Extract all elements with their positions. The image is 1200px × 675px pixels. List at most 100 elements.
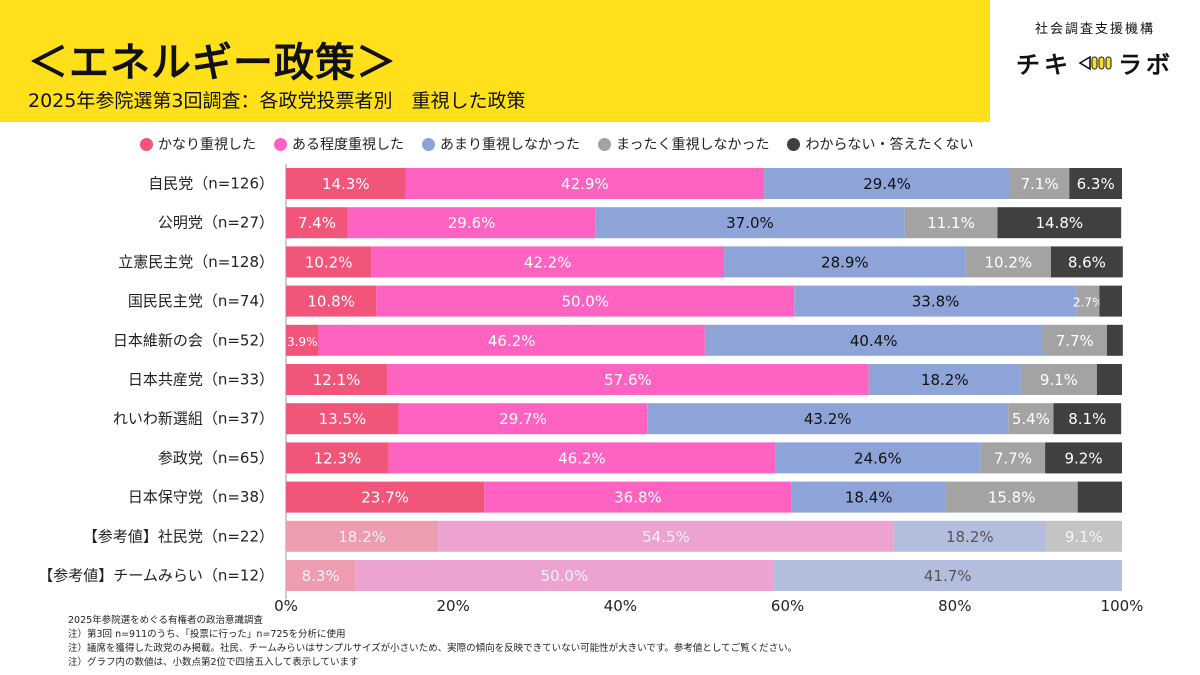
- data-label: 7.7%: [994, 449, 1032, 467]
- page-subtitle: 2025年参院選第3回調査：各政党投票者別 重視した政策: [28, 90, 526, 112]
- bar-segment-dont-know: [1050, 246, 1123, 278]
- bar-segment-not-much: [724, 246, 966, 278]
- bar-segment-very: [286, 481, 485, 513]
- bar-segment-very: [286, 403, 399, 435]
- bar-segment-not-much: [704, 324, 1043, 356]
- data-label: 42.9%: [561, 175, 609, 193]
- legend-label-very: かなり重視した: [158, 137, 256, 153]
- x-tick-label: 20%: [437, 597, 470, 612]
- data-label: 33.8%: [912, 293, 960, 311]
- bar-segment-somewhat: [405, 168, 765, 199]
- data-label: 29.6%: [448, 214, 496, 232]
- brand-name-left: チキ: [1016, 51, 1072, 79]
- legend-dot-somewhat: [274, 137, 287, 151]
- legend-item-not-at-all: まったく重視しなかった: [598, 134, 769, 154]
- data-label: 7.1%: [1021, 175, 1059, 193]
- legend-dot-not-at-all: [598, 137, 611, 151]
- stacked-bar-chart: 自民党（n=126） 14.3% 42.9% 29.4% 7.1% 6.3% 公明党（n=2…: [38, 164, 1144, 612]
- data-label: 23.7%: [361, 489, 409, 507]
- bar-segment-dont-know: [1099, 285, 1122, 317]
- bar-segment-very: [286, 442, 389, 474]
- data-label: 9.1%: [1065, 528, 1103, 546]
- data-label: 50.0%: [541, 567, 589, 585]
- data-label: 15.8%: [988, 489, 1036, 507]
- legend-label-not-much: あまり重視しなかった: [440, 137, 580, 153]
- legend-label-dont-know: わからない・答えたくない: [805, 137, 974, 153]
- data-label: 8.3%: [302, 567, 340, 585]
- data-label: 12.1%: [313, 371, 361, 389]
- brand-name: チキ ラボ: [1000, 45, 1190, 80]
- bar-segment-not-much: [791, 481, 946, 513]
- legend-dot-dont-know: [787, 137, 801, 151]
- data-label: 24.6%: [854, 449, 902, 467]
- category-label: 自民党（n=126）: [148, 175, 274, 193]
- bar-segment-not-at-all: [965, 246, 1051, 278]
- legend-dot-very: [140, 137, 153, 151]
- brand-org: 社会調査支援機構: [1034, 22, 1155, 37]
- x-tick-label: 100%: [1101, 597, 1144, 612]
- footnote-sample: 注）第3回 n=911のうち、「投票に行った」n=725を分析に使用: [68, 629, 346, 640]
- category-label: 日本保守党（n=38）: [128, 488, 274, 506]
- data-label: 2.7%: [1073, 296, 1104, 310]
- bar-segment-not-at-all: [1076, 285, 1100, 317]
- data-label: 6.3%: [1077, 175, 1115, 193]
- data-label: 7.7%: [1056, 332, 1094, 350]
- brand-logo: 社会調査支援機構 チキ ラボ: [1000, 18, 1190, 80]
- legend-label-not-at-all: まったく重視しなかった: [616, 137, 770, 153]
- data-label: 9.1%: [1040, 371, 1078, 389]
- data-label: 10.2%: [305, 253, 353, 271]
- bar-segment-somewhat: [484, 481, 792, 513]
- data-label: 7.4%: [298, 214, 336, 232]
- brand-mark-icon: [1078, 55, 1112, 70]
- legend-label-somewhat: ある程度重視した: [292, 137, 404, 153]
- data-label: 57.6%: [604, 371, 652, 389]
- data-label: 10.8%: [307, 293, 355, 311]
- bar-segment-not-at-all: [1009, 168, 1070, 199]
- data-label: 46.2%: [488, 332, 536, 350]
- bar-segment-somewhat: [388, 442, 776, 474]
- footnote-rounding: 注）グラフ内の数値は、小数点第2位で四捨五入して表示しています: [68, 657, 359, 668]
- legend-item-very: かなり重視した: [140, 134, 256, 154]
- bar-segment-not-at-all: [904, 207, 998, 239]
- bar-segment-somewhat: [387, 364, 869, 395]
- bar-segment-dont-know: [1045, 442, 1122, 474]
- bar-segment-not-at-all: [1042, 324, 1107, 356]
- bar-segment-somewhat: [376, 285, 795, 317]
- header-band: [0, 0, 990, 122]
- data-label: 29.4%: [863, 175, 911, 193]
- bar-segment-dont-know: [1053, 403, 1122, 435]
- bar-segment-not-much: [893, 520, 1046, 552]
- data-label: 5.4%: [1012, 410, 1050, 428]
- data-label: 12.3%: [314, 449, 362, 467]
- bar-segment-dont-know: [1106, 324, 1123, 356]
- category-label: 参政党（n=65）: [158, 449, 274, 467]
- bar-segment-dont-know: [997, 207, 1122, 239]
- category-label: 公明党（n=27）: [158, 214, 274, 232]
- x-tick-label: 80%: [938, 597, 971, 612]
- legend-dot-not-much: [422, 137, 435, 151]
- bar-segment-not-at-all: [980, 442, 1046, 474]
- data-label: 18.4%: [845, 489, 893, 507]
- data-label: 11.1%: [927, 214, 975, 232]
- bar-segment-very: [286, 560, 356, 591]
- data-label: 10.2%: [984, 253, 1032, 271]
- data-label: 43.2%: [804, 410, 852, 428]
- bar-segment-somewhat: [398, 403, 648, 435]
- brand-name-right: ラボ: [1118, 51, 1174, 79]
- legend-item-dont-know: わからない・答えたくない: [787, 134, 973, 154]
- data-label: 14.8%: [1035, 214, 1083, 232]
- bar-segment-not-at-all: [1045, 520, 1122, 552]
- data-label: 50.0%: [561, 293, 609, 311]
- data-label: 18.2%: [338, 528, 386, 546]
- bar-segment-dont-know: [1077, 481, 1122, 513]
- bar-segment-very: [286, 285, 377, 317]
- data-label: 29.7%: [499, 410, 547, 428]
- bar-segment-not-at-all: [1008, 403, 1054, 435]
- bar-segment-very: [286, 168, 406, 199]
- bar-segment-somewhat: [318, 324, 705, 356]
- footnotes: 2025年参院選をめぐる有権者の政治意識調査 注）第3回 n=911のうち、「投…: [68, 614, 797, 670]
- legend-item-not-much: あまり重視しなかった: [422, 134, 580, 154]
- data-label: 13.5%: [319, 410, 367, 428]
- bar-segment-dont-know: [1096, 364, 1122, 395]
- category-label: 日本維新の会（n=52）: [113, 331, 274, 349]
